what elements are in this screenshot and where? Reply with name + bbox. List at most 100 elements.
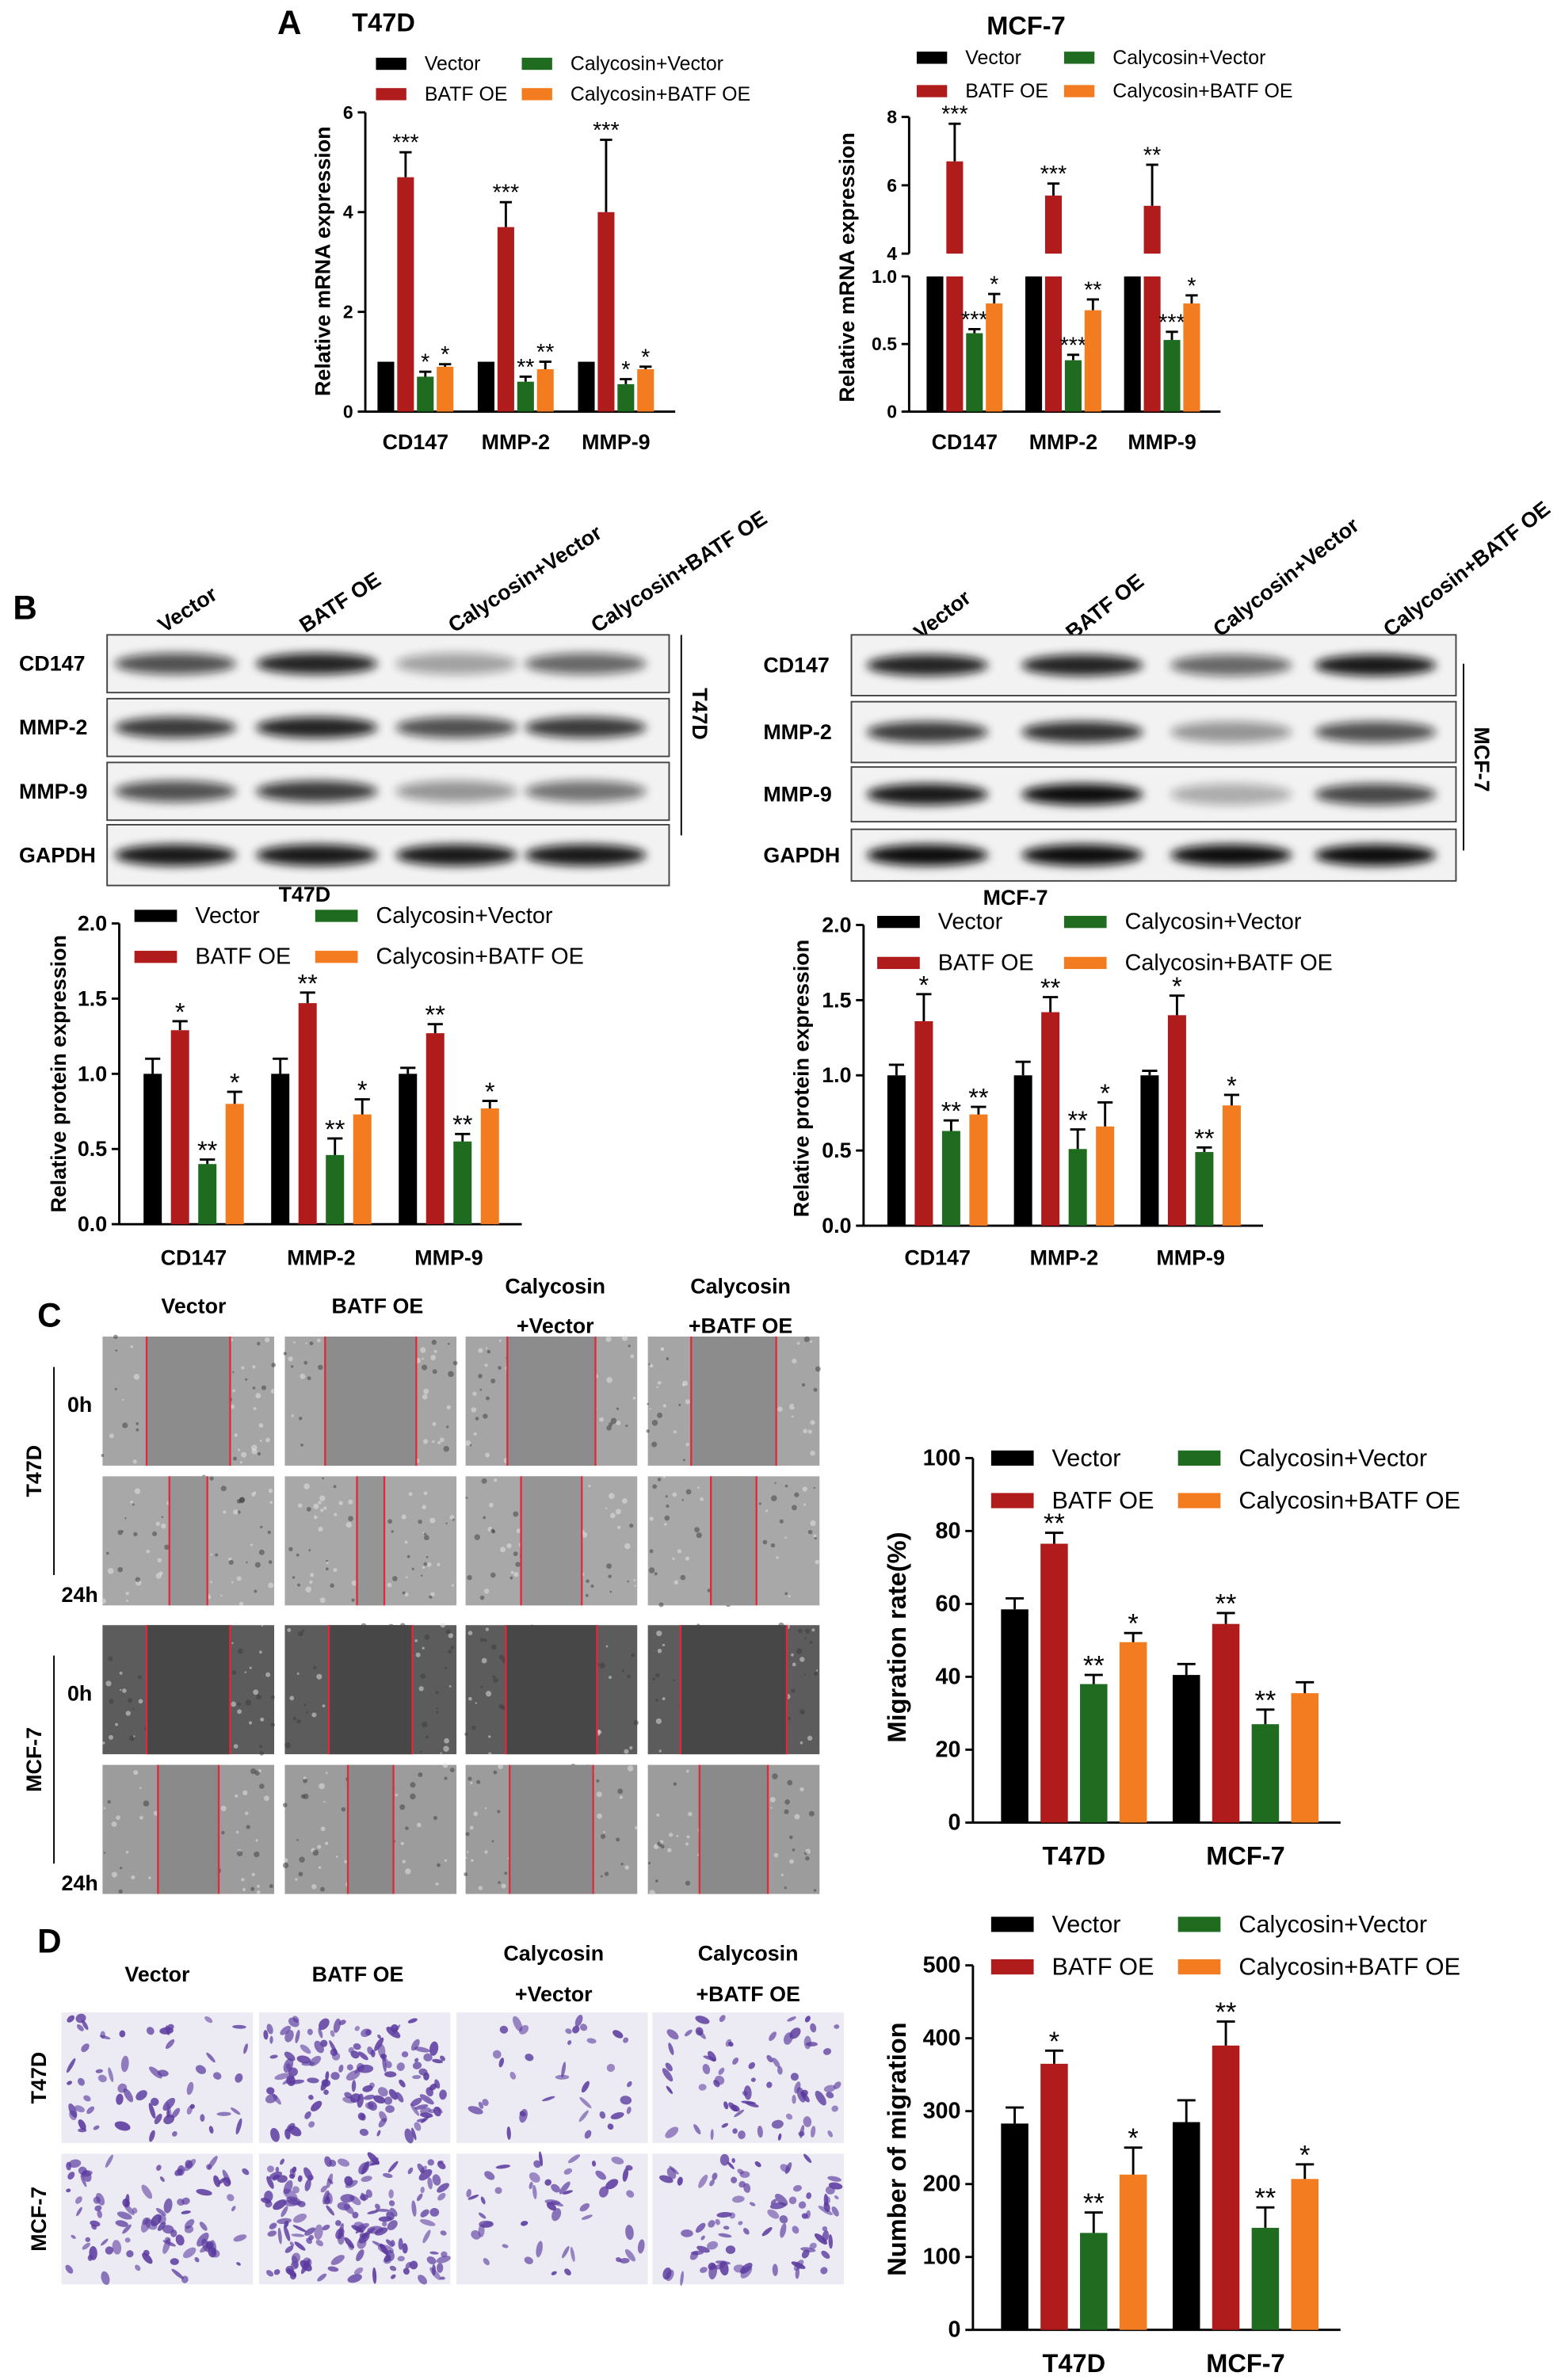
cell-speck	[803, 1428, 808, 1434]
blot-band	[866, 721, 989, 743]
cell-speck	[311, 1712, 317, 1718]
legend-swatch	[134, 951, 177, 963]
stained-cell	[101, 2271, 110, 2286]
cell-speck	[707, 1589, 712, 1592]
legend-swatch	[990, 1493, 1034, 1508]
stained-cell	[732, 2058, 739, 2065]
cell-speck	[334, 1512, 338, 1516]
stained-cell	[707, 2241, 719, 2250]
stained-cell	[437, 2161, 446, 2169]
blot-row-label: CD147	[763, 654, 830, 677]
cell-speck	[288, 1547, 293, 1552]
cell-speck	[776, 1556, 779, 1559]
panel-label: A	[277, 4, 301, 41]
wound-gap	[325, 1336, 417, 1466]
column-label: +BATF OE	[696, 1982, 799, 2006]
stained-cell	[791, 2261, 806, 2269]
stained-cell	[718, 2067, 725, 2075]
cell-speck	[483, 1413, 488, 1419]
cell-speck	[416, 1822, 422, 1828]
stained-cell	[108, 2067, 114, 2082]
bar	[887, 1075, 906, 1226]
significance-label: *	[1299, 2140, 1310, 2170]
row-label: MCF-7	[27, 2187, 51, 2252]
cell-speck	[615, 1508, 621, 1515]
significance-label: *	[1128, 2123, 1138, 2153]
cell-speck	[418, 1772, 423, 1778]
significance-label: **	[197, 1136, 218, 1165]
cell-speck	[161, 1516, 164, 1519]
significance-label: *	[1100, 1079, 1110, 1108]
stained-cell	[272, 2093, 281, 2105]
stained-cell	[426, 2256, 437, 2265]
stained-cell	[536, 2241, 543, 2258]
cell-speck	[223, 1510, 227, 1514]
bar	[637, 369, 654, 412]
cell-speck	[807, 1529, 813, 1535]
cell-speck	[658, 1749, 662, 1753]
cell-speck	[236, 1576, 242, 1581]
significance-label: **	[1254, 2184, 1276, 2214]
cell-speck	[322, 1506, 327, 1510]
wound-gap	[507, 1336, 596, 1466]
bar	[1195, 1152, 1214, 1226]
stained-cell	[304, 2179, 311, 2191]
stained-cell	[419, 2107, 431, 2115]
stained-cell	[78, 2166, 87, 2176]
cell-speck	[295, 1878, 298, 1881]
blot-band	[1170, 721, 1292, 743]
cell-speck	[233, 1456, 237, 1461]
cell-speck	[268, 1582, 274, 1589]
stained-cell	[266, 2176, 274, 2189]
stained-cell	[741, 2100, 756, 2105]
bar	[480, 1108, 499, 1225]
bar	[1080, 2233, 1108, 2330]
stained-cell	[388, 2088, 399, 2100]
wound-gap	[711, 1476, 757, 1606]
significance-label: *	[1128, 1609, 1138, 1639]
stained-cell	[732, 2128, 738, 2134]
cell-speck	[605, 1507, 608, 1509]
stained-cell	[269, 2054, 278, 2059]
cell-speck	[320, 1886, 325, 1892]
significance-label: **	[1083, 1651, 1105, 1681]
stained-cell	[267, 2230, 277, 2237]
cell-speck	[320, 1826, 326, 1832]
blot-band	[1021, 654, 1143, 677]
stained-cell	[385, 2061, 392, 2069]
cell-speck	[232, 1371, 235, 1374]
error-bar	[399, 151, 412, 177]
cell-speck	[815, 1559, 820, 1565]
cell-speck	[319, 1597, 326, 1604]
cell-speck	[677, 1549, 682, 1554]
cell-speck	[473, 1432, 477, 1436]
cell-speck	[253, 1689, 259, 1695]
stained-cell	[440, 2230, 447, 2236]
stained-cell	[467, 2106, 483, 2115]
stained-cell	[695, 2016, 710, 2024]
significance-label: *	[1187, 273, 1196, 299]
stained-cell	[484, 2171, 495, 2180]
cell-speck	[464, 1872, 468, 1877]
cell-speck	[788, 1595, 791, 1598]
stained-cell	[123, 2088, 134, 2103]
bar	[377, 361, 395, 412]
cell-speck	[257, 1451, 261, 1456]
cell-speck	[773, 1852, 779, 1858]
cell-speck	[137, 1675, 142, 1680]
stained-cell	[323, 2089, 329, 2096]
bar	[225, 1104, 244, 1225]
stained-cell	[235, 2073, 243, 2083]
error-bar	[1043, 996, 1059, 1013]
cell-speck	[680, 1574, 686, 1581]
cell-speck	[333, 1568, 338, 1573]
legend-swatch	[1063, 956, 1107, 970]
cell-speck	[421, 1364, 428, 1371]
significance-label: **	[1254, 1685, 1276, 1715]
cell-speck	[491, 1840, 494, 1843]
cell-speck	[631, 1653, 635, 1657]
cell-speck	[682, 1459, 685, 1462]
stained-cell	[708, 2262, 716, 2271]
cell-speck	[697, 1486, 700, 1489]
stained-cell	[385, 2105, 395, 2113]
